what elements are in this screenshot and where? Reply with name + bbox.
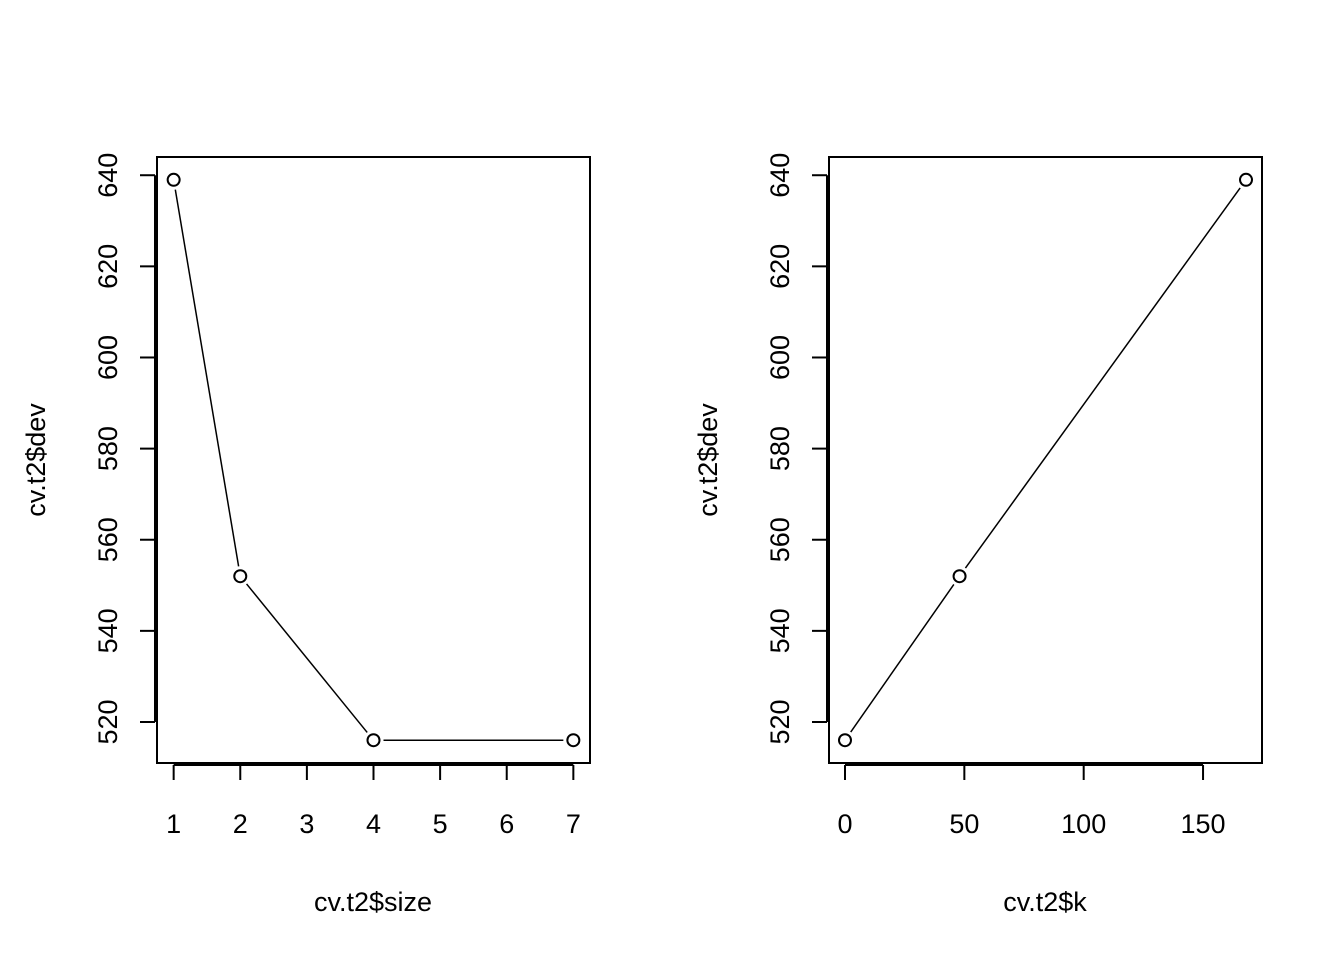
series-line-segment [964,187,1241,569]
x-axis: 1 2 3 4 5 6 7 [166,764,581,839]
y-axis-label: cv.t2$dev [693,403,723,517]
y-tick-label: 600 [93,335,123,380]
y-tick-label: 620 [93,244,123,289]
plot-frame [156,156,591,764]
y-axis-label: cv.t2$dev [21,403,51,517]
x-tick-label: 1 [166,809,181,839]
series-line-segment [245,583,368,733]
x-tick-label: 3 [299,809,314,839]
series-line-segment [850,583,955,733]
series [837,172,1254,748]
y-tick-label: 600 [765,335,795,380]
x-axis: 0 50 100 150 [837,764,1226,839]
y-tick-label: 520 [93,699,123,744]
x-tick-label: 0 [837,809,852,839]
y-axis: 520 540 560 580 600 620 640 [93,153,156,745]
series-line-segment [174,189,240,567]
y-tick-label: 580 [765,426,795,471]
series [166,172,581,748]
y-tick-label: 540 [93,608,123,653]
data-point [233,569,248,584]
y-tick-label: 520 [765,699,795,744]
data-point [952,569,967,584]
y-tick-label: 640 [765,153,795,198]
y-tick-label: 560 [765,517,795,562]
y-axis: 520 540 560 580 600 620 640 [765,153,828,745]
data-point [366,733,381,748]
data-point [566,733,581,748]
x-tick-label: 150 [1181,809,1226,839]
x-axis-label: cv.t2$k [1003,887,1087,917]
data-point [166,172,181,187]
y-tick-label: 640 [93,153,123,198]
x-tick-label: 50 [949,809,979,839]
data-point [1239,172,1254,187]
x-tick-label: 100 [1061,809,1106,839]
x-tick-label: 5 [433,809,448,839]
x-tick-label: 2 [233,809,248,839]
y-tick-label: 620 [765,244,795,289]
x-tick-label: 7 [566,809,581,839]
size-chart: 1 2 3 4 5 6 7 520 540 560 580 600 620 640 cv.t2$size… [21,153,591,917]
data-point [837,733,852,748]
y-tick-label: 560 [93,517,123,562]
y-tick-label: 580 [93,426,123,471]
y-tick-label: 540 [765,608,795,653]
plot-frame [828,156,1263,764]
x-tick-label: 4 [366,809,381,839]
x-axis-label: cv.t2$size [314,887,432,917]
x-tick-label: 6 [499,809,514,839]
